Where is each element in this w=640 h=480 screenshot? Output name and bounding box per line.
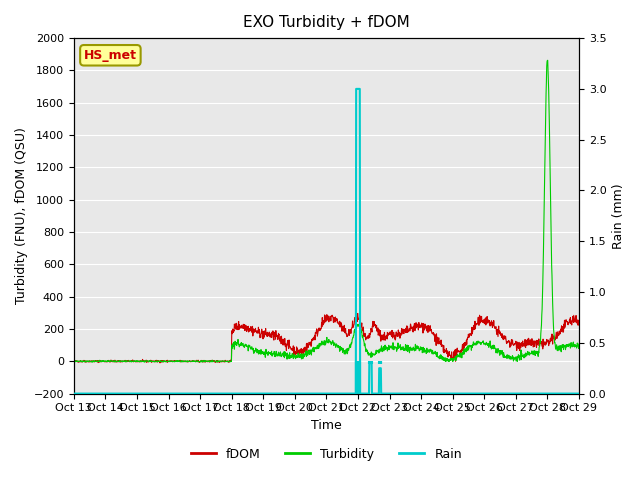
Title: EXO Turbidity + fDOM: EXO Turbidity + fDOM (243, 15, 410, 30)
Legend: fDOM, Turbidity, Rain: fDOM, Turbidity, Rain (186, 443, 467, 466)
Y-axis label: Turbidity (FNU), fDOM (QSU): Turbidity (FNU), fDOM (QSU) (15, 127, 28, 304)
Text: HS_met: HS_met (84, 49, 137, 62)
Y-axis label: Rain (mm): Rain (mm) (612, 183, 625, 249)
X-axis label: Time: Time (311, 419, 342, 432)
